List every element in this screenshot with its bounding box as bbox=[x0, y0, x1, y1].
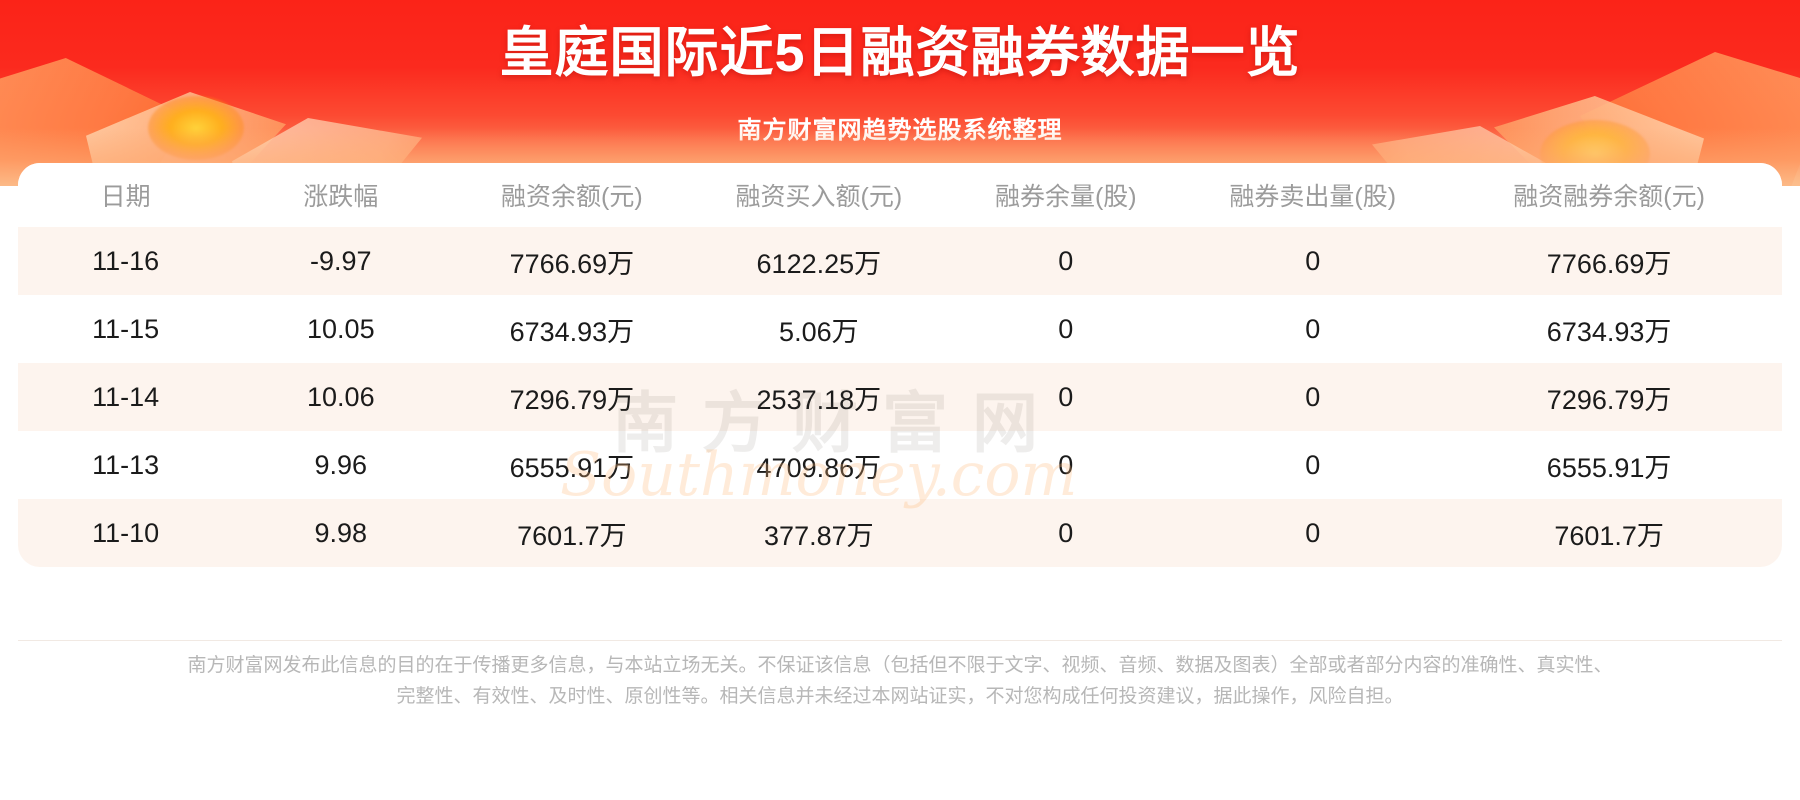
cell-margin-balance: 7296.79万 bbox=[448, 363, 696, 431]
table-header-row: 日期 涨跌幅 融资余额(元) 融资买入额(元) 融券余量(股) 融券卖出量(股)… bbox=[18, 163, 1782, 227]
cell-margin-buy: 5.06万 bbox=[695, 295, 943, 363]
column-header-short-volume: 融券余量(股) bbox=[942, 163, 1190, 227]
header-banner: 皇庭国际近5日融资融券数据一览 南方财富网趋势选股系统整理 bbox=[0, 0, 1800, 186]
cell-margin-balance: 6555.91万 bbox=[448, 431, 696, 499]
cell-date: 11-13 bbox=[18, 431, 234, 499]
cell-total-balance: 6555.91万 bbox=[1436, 431, 1782, 499]
page-title: 皇庭国际近5日融资融券数据一览 bbox=[499, 23, 1301, 83]
column-header-margin-buy: 融资买入额(元) bbox=[695, 163, 943, 227]
cell-margin-balance: 7601.7万 bbox=[448, 499, 696, 567]
cell-short-sell: 0 bbox=[1189, 295, 1437, 363]
cell-short-volume: 0 bbox=[942, 227, 1190, 295]
cell-margin-buy: 4709.86万 bbox=[695, 431, 943, 499]
column-header-total-balance: 融资融券余额(元) bbox=[1436, 163, 1782, 227]
table-row: 11-10 9.98 7601.7万 377.87万 0 0 7601.7万 bbox=[18, 499, 1782, 567]
cell-total-balance: 7766.69万 bbox=[1436, 227, 1782, 295]
cell-date: 11-14 bbox=[18, 363, 234, 431]
cell-margin-buy: 377.87万 bbox=[695, 499, 943, 567]
disclaimer-line-2: 完整性、有效性、及时性、原创性等。相关信息并未经过本网站证实，不对您构成任何投资… bbox=[396, 686, 1404, 707]
cell-margin-balance: 7766.69万 bbox=[448, 227, 696, 295]
cell-change: -9.97 bbox=[233, 227, 449, 295]
cell-total-balance: 7296.79万 bbox=[1436, 363, 1782, 431]
table-row: 11-16 -9.97 7766.69万 6122.25万 0 0 7766.6… bbox=[18, 227, 1782, 295]
column-header-change: 涨跌幅 bbox=[233, 163, 449, 227]
footer-divider bbox=[18, 640, 1782, 641]
table-row: 11-15 10.05 6734.93万 5.06万 0 0 6734.93万 bbox=[18, 295, 1782, 363]
data-table-card: 日期 涨跌幅 融资余额(元) 融资买入额(元) 融券余量(股) 融券卖出量(股)… bbox=[18, 163, 1782, 567]
cell-short-volume: 0 bbox=[942, 295, 1190, 363]
disclaimer-line-1: 南方财富网发布此信息的目的在于传播更多信息，与本站立场无关。不保证该信息（包括但… bbox=[187, 655, 1613, 676]
cell-change: 9.96 bbox=[233, 431, 449, 499]
table-header: 日期 涨跌幅 融资余额(元) 融资买入额(元) 融券余量(股) 融券卖出量(股)… bbox=[18, 163, 1782, 227]
table-body: 11-16 -9.97 7766.69万 6122.25万 0 0 7766.6… bbox=[18, 227, 1782, 567]
cell-short-volume: 0 bbox=[942, 363, 1190, 431]
table-row: 11-13 9.96 6555.91万 4709.86万 0 0 6555.91… bbox=[18, 431, 1782, 499]
cell-short-sell: 0 bbox=[1189, 499, 1437, 567]
cell-margin-buy: 6122.25万 bbox=[695, 227, 943, 295]
cell-short-sell: 0 bbox=[1189, 363, 1437, 431]
cell-margin-balance: 6734.93万 bbox=[448, 295, 696, 363]
cell-change: 9.98 bbox=[233, 499, 449, 567]
cell-short-sell: 0 bbox=[1189, 431, 1437, 499]
disclaimer: 南方财富网发布此信息的目的在于传播更多信息，与本站立场无关。不保证该信息（包括但… bbox=[18, 650, 1782, 712]
margin-trading-table: 日期 涨跌幅 融资余额(元) 融资买入额(元) 融券余量(股) 融券卖出量(股)… bbox=[18, 163, 1782, 567]
cell-date: 11-16 bbox=[18, 227, 234, 295]
cell-short-volume: 0 bbox=[942, 499, 1190, 567]
cell-short-volume: 0 bbox=[942, 431, 1190, 499]
column-header-date: 日期 bbox=[18, 163, 234, 227]
cell-change: 10.05 bbox=[233, 295, 449, 363]
column-header-margin-balance: 融资余额(元) bbox=[448, 163, 696, 227]
column-header-short-sell: 融券卖出量(股) bbox=[1189, 163, 1437, 227]
cell-date: 11-15 bbox=[18, 295, 234, 363]
cell-total-balance: 6734.93万 bbox=[1436, 295, 1782, 363]
cell-short-sell: 0 bbox=[1189, 227, 1437, 295]
cell-total-balance: 7601.7万 bbox=[1436, 499, 1782, 567]
cell-date: 11-10 bbox=[18, 499, 234, 567]
cell-margin-buy: 2537.18万 bbox=[695, 363, 943, 431]
page-subtitle: 南方财富网趋势选股系统整理 bbox=[737, 117, 1063, 144]
table-row: 11-14 10.06 7296.79万 2537.18万 0 0 7296.7… bbox=[18, 363, 1782, 431]
cell-change: 10.06 bbox=[233, 363, 449, 431]
